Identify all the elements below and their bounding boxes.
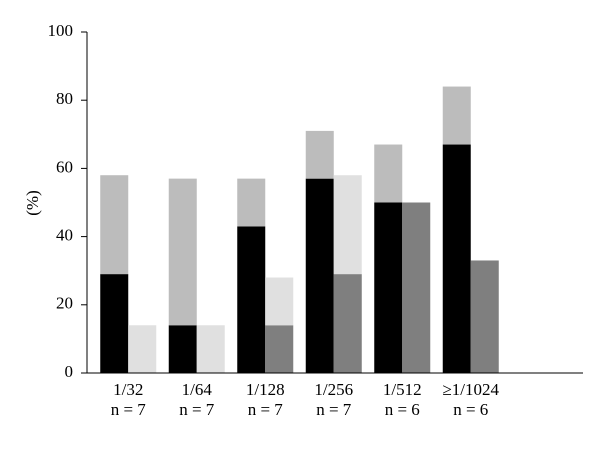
y-tick-label: 60	[56, 157, 73, 176]
bar-segment	[374, 144, 403, 203]
x-tick-sublabel: n = 7	[316, 400, 352, 419]
y-tick-label: 80	[56, 89, 73, 108]
bar-segment	[100, 175, 129, 275]
bar-segment	[305, 130, 334, 179]
x-tick-sublabel: n = 6	[453, 400, 488, 419]
y-tick-label: 40	[56, 226, 73, 245]
y-axis-label: (%)	[23, 190, 42, 215]
bar-segment	[237, 226, 266, 373]
x-tick-sublabel: n = 7	[111, 400, 147, 419]
x-tick-label: ≥1/1024	[442, 380, 499, 399]
bar-segment	[333, 274, 362, 373]
y-tick-label: 0	[65, 362, 74, 381]
bar-segment	[168, 325, 197, 373]
bar-segment	[128, 325, 157, 373]
x-tick-label: 1/256	[314, 380, 353, 399]
x-tick-sublabel: n = 7	[248, 400, 284, 419]
bar-segment	[442, 86, 471, 145]
y-tick-label: 100	[48, 21, 74, 40]
bar-segment	[168, 178, 197, 326]
x-tick-label: 1/64	[182, 380, 213, 399]
x-tick-sublabel: n = 7	[179, 400, 215, 419]
x-tick-label: 1/512	[383, 380, 422, 399]
bar-segment	[237, 178, 266, 227]
bar-segment	[100, 274, 129, 373]
y-tick-label: 20	[56, 294, 73, 313]
bar-segment	[265, 325, 294, 373]
x-tick-sublabel: n = 6	[385, 400, 420, 419]
bar-segment	[333, 175, 362, 275]
bar-segment	[402, 202, 431, 373]
bar-segment	[470, 260, 499, 373]
bar-segment	[196, 325, 225, 373]
bar-segment	[374, 202, 403, 373]
x-tick-label: 1/32	[113, 380, 143, 399]
x-tick-label: 1/128	[246, 380, 285, 399]
bar-segment	[305, 178, 334, 373]
bar-segment	[442, 144, 471, 373]
bar-segment	[265, 277, 294, 326]
